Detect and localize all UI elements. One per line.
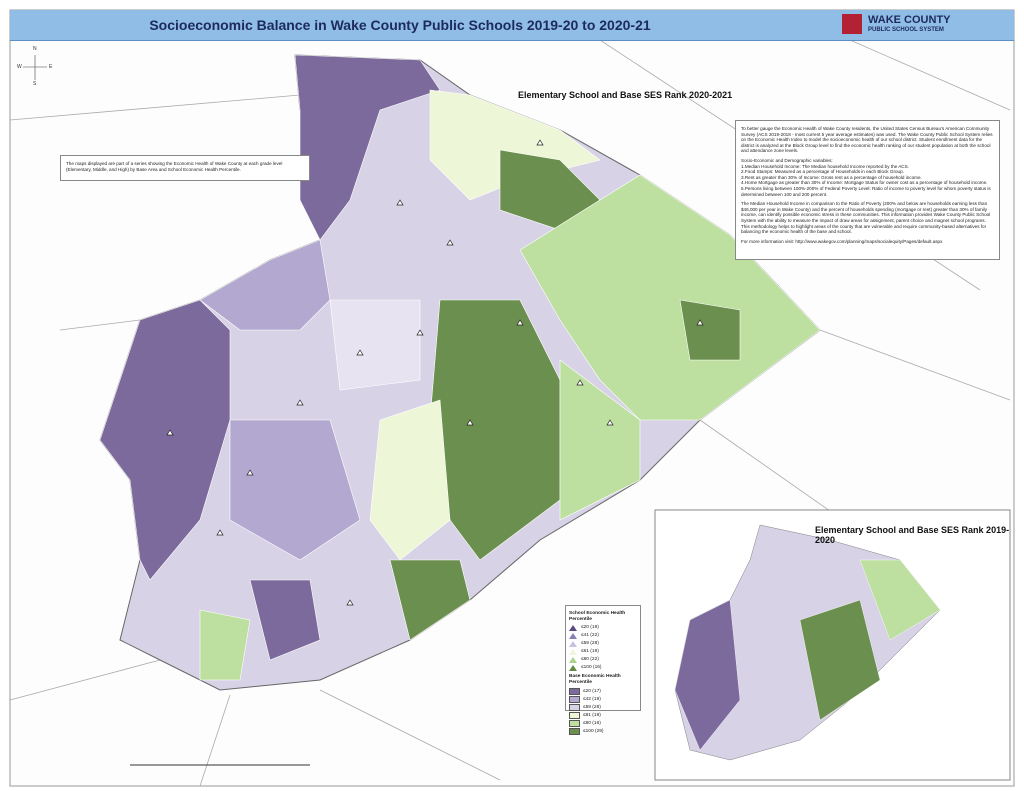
legend-row: ≤20 (17) bbox=[569, 687, 637, 695]
info-box: To better gauge the Economic Health of W… bbox=[735, 120, 1000, 260]
legend-swatch bbox=[569, 687, 580, 695]
legend-label: ≤61 (19) bbox=[581, 649, 599, 655]
legend-row: ≤42 (19) bbox=[569, 695, 637, 703]
compass-e: E bbox=[49, 64, 53, 70]
info-method: The Median Household Income in compariso… bbox=[741, 201, 991, 235]
inset-map-title: Elementary School and Base SES Rank 2019… bbox=[815, 525, 1010, 545]
logo-name: WAKE COUNTY bbox=[868, 14, 951, 26]
page-title: Socioeconomic Balance in Wake County Pub… bbox=[149, 17, 651, 33]
legend-title: School Economic Health Percentile bbox=[569, 611, 626, 622]
legend-label: ≤20 (19) bbox=[581, 625, 599, 631]
legend-swatch bbox=[569, 703, 580, 711]
compass-w: W bbox=[17, 64, 22, 70]
variable-item: 1.Median Household Income: The Median ho… bbox=[741, 163, 909, 169]
legend-swatch bbox=[569, 711, 580, 719]
legend-label: ≤59 (28) bbox=[581, 641, 599, 647]
legend-triangle bbox=[569, 649, 577, 656]
compass-rose bbox=[23, 55, 47, 80]
note-box: The maps displayed are part of a series … bbox=[60, 155, 310, 181]
legend-row: ≤41 (22) bbox=[569, 632, 637, 640]
legend-label: ≤81 (19) bbox=[583, 712, 601, 718]
compass-n: N bbox=[33, 46, 37, 52]
logo-subtitle: PUBLIC SCHOOL SYSTEM bbox=[868, 27, 944, 33]
legend-swatch bbox=[569, 719, 580, 727]
legend-label: ≤100 (16) bbox=[581, 665, 602, 671]
legend-row: ≤59 (28) bbox=[569, 640, 637, 648]
legend: School Economic Health Percentile ≤20 (19… bbox=[565, 605, 641, 735]
legend-label: ≤100 (29) bbox=[583, 728, 604, 734]
legend-triangle bbox=[569, 625, 577, 632]
legend-row: ≤100 (16) bbox=[569, 664, 637, 672]
compass-s: S bbox=[33, 81, 37, 87]
legend-row: ≤59 (28) bbox=[569, 703, 637, 711]
info-intro: To better gauge the Economic Health of W… bbox=[741, 126, 993, 154]
legend-row: ≤20 (19) bbox=[569, 624, 637, 632]
legend-label: ≤80 (22) bbox=[581, 657, 599, 663]
variable-item: 5.Persons living between 100%-200% of Fe… bbox=[741, 185, 991, 197]
legend-label: ≤42 (19) bbox=[583, 696, 601, 702]
school-markers bbox=[166, 139, 704, 606]
legend-swatch bbox=[569, 695, 580, 703]
legend-label: ≤90 (16) bbox=[583, 720, 601, 726]
legend-row: ≤100 (29) bbox=[569, 727, 637, 735]
variable-item: 4.Home Mortgage as greater than 30% of I… bbox=[741, 180, 988, 186]
header-bar: Socioeconomic Balance in Wake County Pub… bbox=[10, 10, 1014, 41]
info-link: For more information visit: http://www.w… bbox=[741, 238, 943, 244]
variable-item: 3.Rent as greater than 30% of Income: Gr… bbox=[741, 174, 922, 180]
legend-triangle bbox=[569, 641, 577, 648]
legend-triangle bbox=[569, 665, 577, 672]
logo-icon bbox=[842, 14, 862, 34]
legend-row: ≤61 (19) bbox=[569, 648, 637, 656]
county-inset bbox=[674, 524, 941, 761]
legend-title: Base Economic Health Percentile bbox=[569, 674, 621, 685]
info-variables: Socio-Economic and Demographic variables… bbox=[741, 158, 994, 197]
main-map-title: Elementary School and Base SES Rank 2020… bbox=[518, 90, 733, 100]
legend-label: ≤41 (22) bbox=[581, 633, 599, 639]
legend-row: ≤90 (16) bbox=[569, 719, 637, 727]
legend-label: ≤59 (28) bbox=[583, 704, 601, 710]
legend-triangle bbox=[569, 633, 577, 640]
variables-title: Socio-Economic and Demographic variables… bbox=[741, 157, 833, 163]
variable-item: 2.Food Stamps: Measured as a percentage … bbox=[741, 169, 904, 175]
legend-label: ≤20 (17) bbox=[583, 688, 601, 694]
legend-triangle bbox=[569, 657, 577, 664]
county-main bbox=[99, 54, 821, 691]
legend-row: ≤80 (22) bbox=[569, 656, 637, 664]
legend-swatch bbox=[569, 727, 580, 735]
legend-row: ≤81 (19) bbox=[569, 711, 637, 719]
